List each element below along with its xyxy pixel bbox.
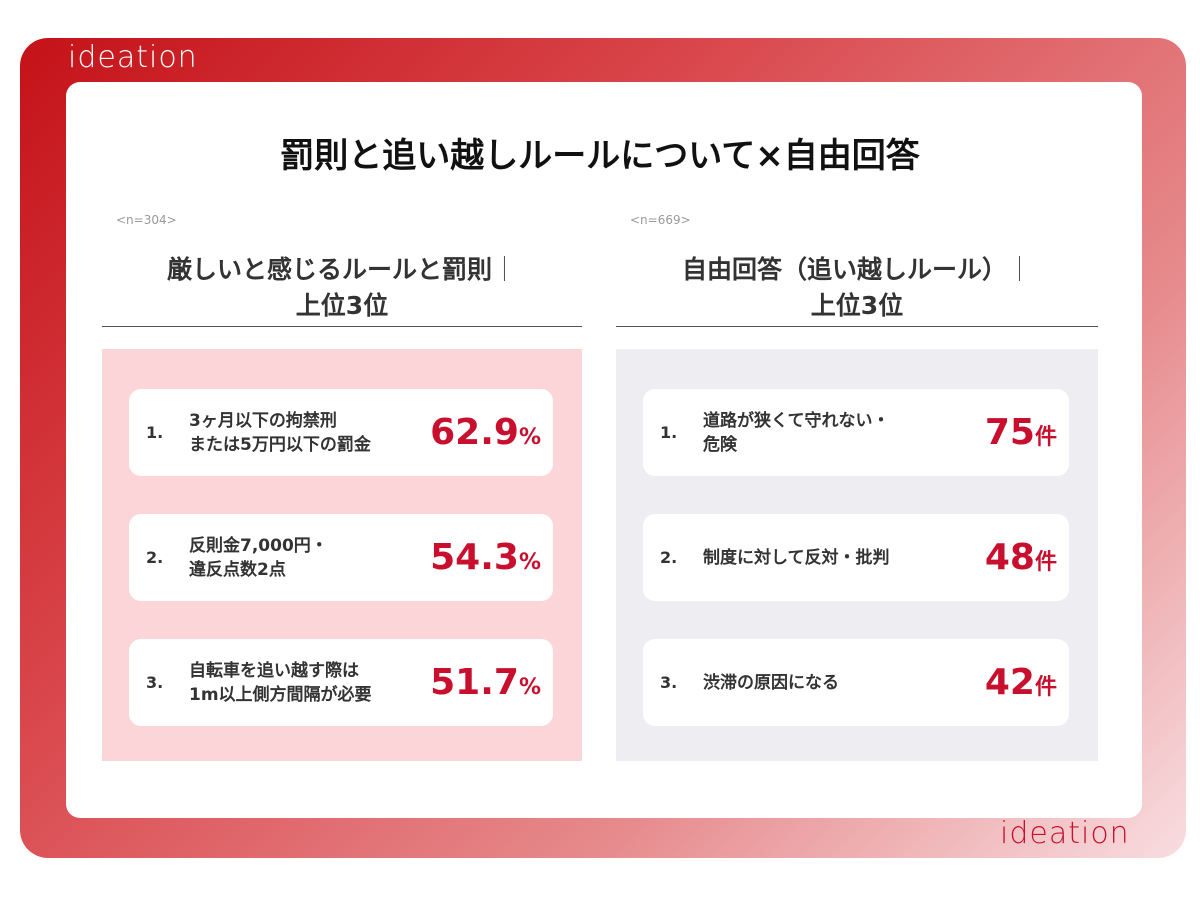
left-heading-line2: 上位3位: [295, 291, 389, 320]
rank-number: 2.: [146, 548, 164, 567]
rank-value: 42件: [985, 662, 1069, 703]
rank-value-number: 54.3: [430, 537, 519, 578]
rank-label: 渋滞の原因になる: [703, 672, 839, 693]
right-rank-item-2: 2. 制度に対して反対・批判 48件: [643, 514, 1069, 601]
right-rank-item-1: 1. 道路が狭くて守れない・ 危険 75件: [643, 389, 1069, 476]
left-divider: [102, 326, 582, 327]
rank-number: 3.: [660, 673, 678, 692]
rank-value-unit: 件: [1034, 550, 1057, 575]
rank-label: 制度に対して反対・批判: [703, 547, 890, 568]
right-divider: [616, 326, 1098, 327]
rank-label: 3ヶ月以下の拘禁刑 または5万円以下の罰金: [189, 410, 371, 455]
left-heading-line1: 厳しいと感じるルールと罰則: [166, 255, 492, 284]
rank-value: 62.9%: [430, 412, 553, 453]
rank-value: 48件: [985, 537, 1069, 578]
rank-value: 54.3%: [430, 537, 553, 578]
rank-label: 自転車を追い越す際は 1m以上側方間隔が必要: [189, 660, 372, 705]
rank-number: 1.: [660, 423, 678, 442]
rank-value-number: 42: [984, 662, 1035, 703]
right-heading-line2: 上位3位: [810, 291, 904, 320]
rank-value-number: 75: [984, 412, 1035, 453]
left-rank-item-3: 3. 自転車を追い越す際は 1m以上側方間隔が必要 51.7%: [129, 639, 553, 726]
left-rank-item-2: 2. 反則金7,000円・ 違反点数2点 54.3%: [129, 514, 553, 601]
rank-value: 51.7%: [430, 662, 553, 703]
right-rank-item-3: 3. 渋滞の原因になる 42件: [643, 639, 1069, 726]
left-sample-size: <n=304>: [116, 213, 177, 227]
rank-value-unit: %: [518, 675, 541, 700]
rank-value-unit: 件: [1034, 675, 1057, 700]
rank-value-number: 51.7: [430, 662, 519, 703]
right-heading-line1: 自由回答（追い越しルール）: [681, 255, 1007, 284]
page-title: 罰則と追い越しルールについて×自由回答: [280, 136, 920, 176]
rank-label: 道路が狭くて守れない・ 危険: [703, 410, 890, 455]
rank-number: 3.: [146, 673, 164, 692]
right-section-heading: 自由回答（追い越しルール）｜ 上位3位: [616, 252, 1098, 324]
left-ranking-panel: 1. 3ヶ月以下の拘禁刑 または5万円以下の罰金 62.9% 2. 反則金7,0…: [102, 349, 582, 761]
right-sample-size: <n=669>: [630, 213, 691, 227]
brand-logo-top: ideation: [68, 40, 198, 75]
rank-number: 1.: [146, 423, 164, 442]
rank-value-number: 48: [984, 537, 1035, 578]
rank-value-number: 62.9: [430, 412, 519, 453]
right-heading-separator: ｜: [1007, 255, 1033, 284]
left-section-heading: 厳しいと感じるルールと罰則｜ 上位3位: [102, 252, 582, 324]
left-heading-separator: ｜: [492, 255, 518, 284]
right-ranking-panel: 1. 道路が狭くて守れない・ 危険 75件 2. 制度に対して反対・批判 48件…: [616, 349, 1098, 761]
rank-value-unit: %: [518, 550, 541, 575]
rank-value: 75件: [985, 412, 1069, 453]
rank-value-unit: %: [518, 425, 541, 450]
rank-label: 反則金7,000円・ 違反点数2点: [189, 535, 328, 580]
rank-number: 2.: [660, 548, 678, 567]
left-rank-item-1: 1. 3ヶ月以下の拘禁刑 または5万円以下の罰金 62.9%: [129, 389, 553, 476]
brand-logo-bottom: ideation: [1000, 816, 1130, 851]
rank-value-unit: 件: [1034, 425, 1057, 450]
